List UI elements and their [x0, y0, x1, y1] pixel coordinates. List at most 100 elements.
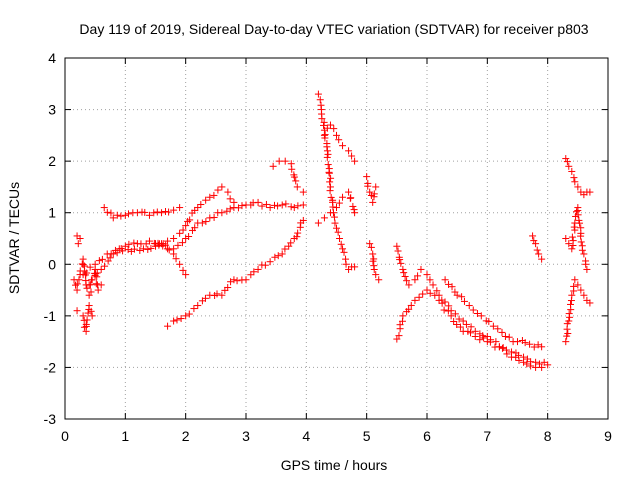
- data-point: [330, 125, 338, 133]
- data-point: [190, 305, 198, 313]
- data-point: [469, 306, 477, 314]
- y-tick-label: -1: [44, 308, 57, 324]
- data-point: [73, 307, 81, 315]
- data-point: [326, 121, 334, 129]
- data-point: [562, 235, 570, 242]
- data-point: [150, 209, 158, 217]
- data-point: [400, 269, 408, 277]
- data-point: [351, 263, 359, 271]
- data-point: [538, 255, 546, 263]
- x-tick-label: 8: [544, 428, 552, 444]
- data-point: [565, 162, 573, 170]
- data-point: [411, 296, 419, 304]
- data-point: [145, 237, 153, 245]
- data-point: [95, 257, 103, 265]
- data-point: [73, 280, 81, 288]
- data-point: [333, 131, 340, 139]
- data-point: [97, 265, 105, 273]
- data-point: [314, 219, 322, 227]
- data-point: [453, 291, 461, 299]
- data-point: [324, 150, 332, 158]
- data-point: [292, 177, 300, 185]
- data-point: [471, 332, 479, 340]
- data-point: [348, 152, 356, 160]
- data-point: [326, 209, 334, 217]
- data-point: [299, 201, 307, 209]
- data-point: [339, 245, 347, 253]
- data-point: [158, 209, 166, 217]
- data-point: [85, 302, 93, 310]
- data-point: [323, 153, 331, 161]
- data-point: [288, 165, 296, 173]
- data-point: [111, 246, 119, 254]
- data-point: [324, 161, 332, 169]
- data-point: [562, 338, 570, 346]
- chart-title: Day 119 of 2019, Sidereal Day-to-day VTE…: [79, 21, 588, 37]
- data-point: [512, 353, 520, 361]
- data-point: [179, 266, 187, 274]
- data-point: [250, 268, 258, 276]
- data-point: [342, 255, 350, 263]
- data-point: [330, 213, 338, 221]
- data-point: [372, 271, 380, 279]
- data-point: [369, 257, 377, 265]
- data-point: [336, 235, 344, 242]
- data-point: [185, 233, 193, 241]
- y-tick-label: 2: [48, 153, 56, 169]
- y-tick-label: 4: [48, 50, 56, 66]
- data-point: [271, 201, 279, 209]
- data-point: [281, 245, 289, 253]
- data-point: [87, 276, 95, 284]
- data-point: [372, 183, 380, 191]
- data-point: [571, 226, 579, 234]
- data-point: [320, 118, 328, 126]
- data-point: [563, 158, 571, 166]
- data-point: [76, 235, 84, 242]
- data-point: [287, 239, 295, 247]
- data-point: [170, 206, 178, 214]
- data-point: [224, 188, 232, 196]
- data-point: [323, 147, 331, 155]
- data-point: [172, 255, 180, 263]
- data-point: [405, 305, 413, 313]
- data-point: [198, 219, 206, 227]
- data-point: [574, 183, 582, 191]
- data-point: [351, 157, 359, 165]
- data-point: [394, 247, 402, 255]
- data-point: [290, 204, 298, 212]
- data-point: [83, 269, 91, 277]
- data-point: [366, 240, 374, 248]
- data-point: [226, 195, 234, 203]
- data-point: [164, 237, 172, 245]
- data-point: [453, 320, 461, 328]
- data-point: [331, 219, 339, 227]
- data-point: [565, 310, 573, 318]
- data-point: [170, 245, 178, 253]
- data-point: [529, 232, 537, 240]
- data-point: [124, 210, 132, 218]
- data-point: [247, 271, 255, 279]
- data-point: [293, 233, 301, 241]
- data-point: [202, 196, 210, 204]
- data-point: [214, 186, 222, 194]
- data-point: [396, 256, 404, 264]
- data-point: [84, 309, 92, 317]
- data-point: [197, 201, 205, 209]
- data-point: [399, 265, 407, 273]
- data-point: [495, 343, 503, 351]
- data-point: [97, 281, 105, 289]
- y-tick-label: 1: [48, 205, 56, 221]
- data-point: [176, 204, 184, 212]
- data-point: [164, 245, 172, 253]
- data-point: [170, 235, 178, 242]
- data-point: [369, 250, 377, 258]
- data-point: [191, 224, 199, 232]
- data-point: [586, 188, 594, 196]
- y-axis-title: SDTVAR / TECUs: [6, 182, 22, 294]
- data-point: [327, 174, 335, 182]
- data-point: [287, 203, 295, 211]
- data-point: [79, 271, 87, 279]
- x-tick-label: 5: [363, 428, 371, 444]
- data-point: [431, 291, 439, 299]
- data-point: [136, 246, 144, 254]
